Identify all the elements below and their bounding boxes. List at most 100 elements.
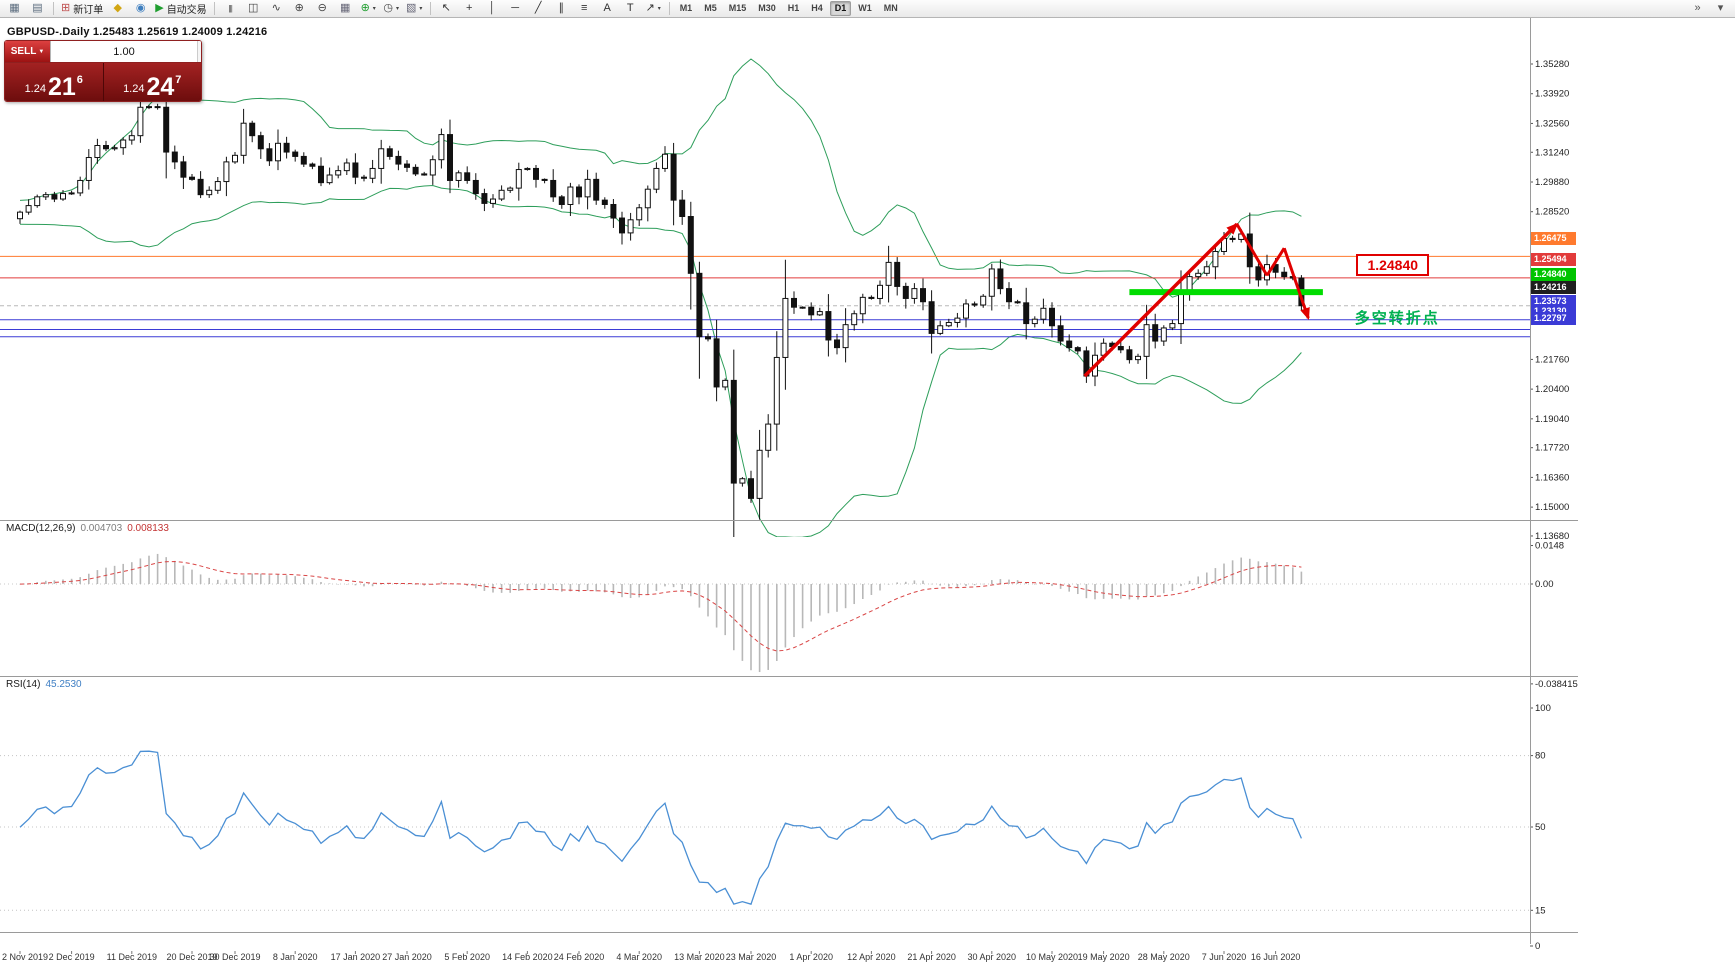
svg-text:-0.038415: -0.038415 bbox=[1535, 679, 1578, 690]
toolbar-button-groups: ▦ ▤ ⊞ 新订单 ◆ ◉ ▶ 自动交易 ||| ◫ ∿ ⊕ ⊖ ▦ ⊕ ▾ ◷ ▾ ▧ ▾ ↖ + │ ─ ╱ ∥ ≡ A T ↗ ▾ bbox=[3, 0, 665, 18]
sell-button[interactable]: SELL ▼ bbox=[5, 41, 50, 62]
svg-text:15: 15 bbox=[1535, 905, 1546, 916]
sell-price-big: 21 bbox=[47, 73, 76, 101]
timeframe-button-m1[interactable]: M1 bbox=[679, 3, 693, 13]
toolbar-right-group: » ▾ bbox=[1686, 0, 1732, 18]
timeframe-button-m15[interactable]: M15 bbox=[728, 3, 747, 13]
svg-text:2 Dec 2019: 2 Dec 2019 bbox=[49, 952, 95, 962]
trendline-icon[interactable]: ╱ bbox=[527, 0, 550, 18]
autotrading-button[interactable]: ▶ 自动交易 bbox=[152, 0, 209, 18]
svg-text:1.15000: 1.15000 bbox=[1535, 502, 1569, 513]
panel-separator-macd[interactable] bbox=[0, 520, 1578, 521]
line-chart-icon[interactable]: ∿ bbox=[265, 0, 288, 18]
macd-signal-line bbox=[19, 561, 1302, 652]
svg-text:8 Jan 2020: 8 Jan 2020 bbox=[273, 952, 318, 962]
templates-button-caret-icon: ▾ bbox=[419, 6, 423, 12]
vertical-line-icon[interactable]: │ bbox=[481, 0, 504, 18]
channel-icon[interactable]: ∥ bbox=[550, 0, 573, 18]
svg-text:7 Jun 2020: 7 Jun 2020 bbox=[1202, 952, 1247, 962]
svg-text:5 Feb 2020: 5 Feb 2020 bbox=[444, 952, 490, 962]
community-icon[interactable]: ◉ bbox=[129, 0, 152, 18]
volume-input[interactable] bbox=[51, 41, 197, 62]
buy-price-panel[interactable]: 1.24 24 7 bbox=[102, 63, 201, 101]
svg-text:19 May 2020: 19 May 2020 bbox=[1078, 952, 1130, 962]
timeframe-button-mn[interactable]: MN bbox=[883, 3, 898, 13]
price-axis-badge: 1.24840 bbox=[1531, 267, 1576, 281]
svg-text:1.32560: 1.32560 bbox=[1535, 118, 1569, 129]
volume-field: ▲ ▼ bbox=[50, 41, 201, 62]
svg-text:1.29880: 1.29880 bbox=[1535, 177, 1569, 188]
new-order-button[interactable]: ⊞ 新订单 bbox=[58, 0, 106, 18]
metaeditor-icon[interactable]: ◆ bbox=[106, 0, 129, 18]
candlestick-chart-icon[interactable]: ◫ bbox=[242, 0, 265, 18]
indicators-button[interactable]: ⊕ ▾ bbox=[357, 0, 380, 18]
svg-text:1.31240: 1.31240 bbox=[1535, 147, 1569, 158]
turning-point-note[interactable]: 多空转折点 bbox=[1354, 310, 1440, 328]
text-icon[interactable]: A bbox=[596, 0, 619, 18]
svg-text:27 Jan 2020: 27 Jan 2020 bbox=[382, 952, 432, 962]
date-axis[interactable] bbox=[0, 933, 1530, 944]
crosshair-icon[interactable]: + bbox=[458, 0, 481, 18]
macd-signal-value: 0.008133 bbox=[127, 523, 169, 534]
toolbar-options-icon[interactable]: ▾ bbox=[1709, 0, 1732, 18]
svg-text:1.33920: 1.33920 bbox=[1535, 89, 1569, 100]
periods-button-icon: ◷ bbox=[383, 2, 393, 14]
sell-price-panel[interactable]: 1.24 21 6 bbox=[5, 63, 103, 101]
buy-price-big: 24 bbox=[146, 73, 175, 101]
new-chart-icon-glyph: ▦ bbox=[9, 2, 20, 14]
timeframe-button-h4[interactable]: H4 bbox=[811, 3, 823, 13]
indicators-button-icon: ⊕ bbox=[360, 2, 370, 14]
timeframe-button-m30[interactable]: M30 bbox=[758, 3, 776, 13]
timeframe-button-w1[interactable]: W1 bbox=[858, 3, 872, 13]
svg-text:0.00: 0.00 bbox=[1535, 579, 1554, 590]
trend-arrow bbox=[1265, 247, 1286, 277]
cursor-icon[interactable]: ↖ bbox=[435, 0, 458, 18]
templates-button[interactable]: ▧ ▾ bbox=[403, 0, 426, 18]
toolbar-overflow-icon[interactable]: » bbox=[1686, 0, 1709, 18]
bar-chart-icon[interactable]: ||| bbox=[219, 0, 242, 18]
trend-arrow bbox=[1083, 222, 1239, 378]
fibonacci-icon[interactable]: ≡ bbox=[573, 0, 596, 18]
price-axis-badge: 1.24216 bbox=[1531, 281, 1576, 295]
volume-stepper[interactable]: ▲ ▼ bbox=[197, 41, 201, 62]
svg-text:24 Feb 2020: 24 Feb 2020 bbox=[554, 952, 605, 962]
candles-layer bbox=[17, 89, 1305, 537]
timeframe-button-m5[interactable]: M5 bbox=[704, 3, 717, 13]
zoom-out-icon[interactable]: ⊖ bbox=[311, 0, 334, 18]
candlestick-chart-icon-glyph: ◫ bbox=[247, 2, 259, 14]
rsi-value: 45.2530 bbox=[45, 679, 82, 690]
sell-price-prefix: 1.24 bbox=[24, 83, 46, 95]
periods-button[interactable]: ◷ ▾ bbox=[380, 0, 403, 18]
templates-button-icon: ▧ bbox=[405, 2, 417, 14]
grid-icon-glyph: ▦ bbox=[339, 2, 351, 14]
timeframe-button-d1[interactable]: D1 bbox=[829, 1, 852, 16]
timeframe-toolbar: M1 M5 M15 M30 H1 H4 D1 W1 MN bbox=[674, 1, 904, 16]
sell-button-label: SELL bbox=[10, 46, 37, 57]
text-label-icon[interactable]: T bbox=[619, 0, 642, 18]
support-price-label[interactable]: 1.24840 bbox=[1356, 254, 1430, 277]
trend-arrow bbox=[1282, 247, 1310, 321]
grid-icon[interactable]: ▦ bbox=[334, 0, 357, 18]
svg-text:0.0148: 0.0148 bbox=[1535, 541, 1564, 552]
new-order-button-label: 新订单 bbox=[73, 5, 104, 16]
price-axis[interactable] bbox=[1530, 18, 1590, 932]
vertical-line-icon-glyph: │ bbox=[488, 2, 496, 14]
profiles-icon[interactable]: ▤ bbox=[26, 0, 49, 18]
chart-canvas[interactable]: 1.35280 1.33920 1.32560 1.31240 1.29880 1.285… bbox=[0, 18, 1735, 962]
new-chart-icon[interactable]: ▦ bbox=[3, 0, 26, 18]
timeframe-button-h1[interactable]: H1 bbox=[787, 3, 800, 13]
autotrading-button-label: 自动交易 bbox=[166, 5, 207, 16]
svg-text:80: 80 bbox=[1535, 751, 1546, 762]
svg-text:12 Apr 2020: 12 Apr 2020 bbox=[847, 952, 896, 962]
text-label-icon-glyph: T bbox=[626, 2, 634, 14]
price-axis-badge: 1.22797 bbox=[1531, 312, 1576, 326]
macd-layer bbox=[0, 553, 1530, 673]
svg-text:17 Jan 2020: 17 Jan 2020 bbox=[331, 952, 381, 962]
zoom-in-icon-glyph: ⊕ bbox=[294, 2, 304, 14]
zoom-in-icon[interactable]: ⊕ bbox=[288, 0, 311, 18]
panel-separator-rsi[interactable] bbox=[0, 676, 1578, 677]
zoom-out-icon-glyph: ⊖ bbox=[317, 2, 327, 14]
line-chart-icon-glyph: ∿ bbox=[271, 2, 281, 14]
horizontal-line-icon[interactable]: ─ bbox=[504, 0, 527, 18]
arrow-tool-icon[interactable]: ↗ ▾ bbox=[642, 0, 665, 18]
